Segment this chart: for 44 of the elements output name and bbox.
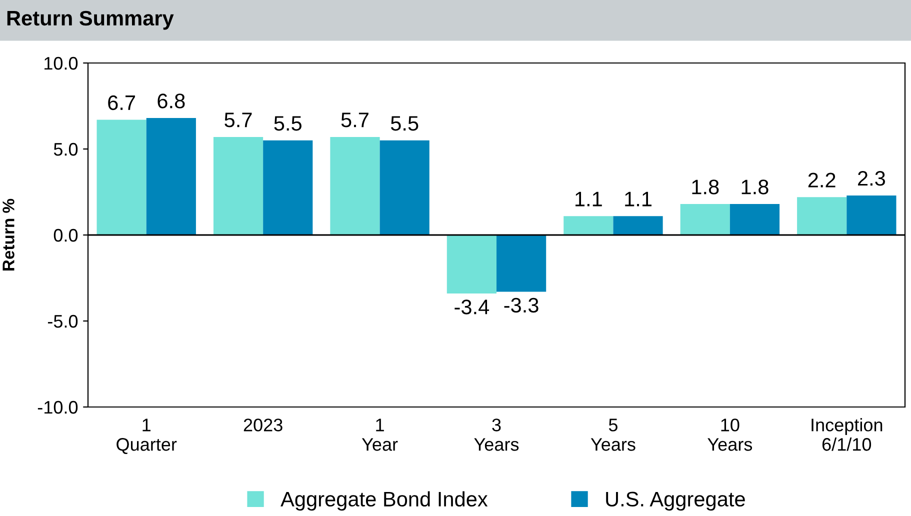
bar <box>496 235 546 292</box>
data-label: -3.3 <box>504 298 538 313</box>
y-tick-label: 5.0 <box>54 142 78 156</box>
data-label: 1.8 <box>692 180 719 194</box>
x-tick-label: 3 Years <box>474 418 519 451</box>
data-label: 6.8 <box>158 94 185 108</box>
data-label: 2.2 <box>808 172 836 188</box>
y-tick-label: 10.0 <box>44 56 78 70</box>
data-label: 5.7 <box>341 112 368 128</box>
x-tick-label: Inception 6/1/10 <box>812 418 882 451</box>
chart-title: Return Summary <box>7 10 174 30</box>
x-tick-label: 1 Quarter <box>116 418 177 454</box>
bar <box>380 140 430 235</box>
legend-label: U.S. Aggregate <box>606 492 745 511</box>
data-label: 5.5 <box>274 116 302 131</box>
x-tick-label: 5 Years <box>590 418 636 451</box>
y-tick-label: -5.0 <box>48 314 78 328</box>
bar <box>730 204 780 235</box>
x-tick-label: 10 Years <box>708 418 752 451</box>
legend-label: Aggregate Bond Index <box>280 491 488 511</box>
data-label: 5.5 <box>390 116 418 131</box>
bar <box>797 197 847 235</box>
data-label: 1.1 <box>625 192 652 206</box>
x-tick-label: 1 Year <box>362 418 398 451</box>
data-label: 6.7 <box>108 95 135 110</box>
bar <box>680 204 730 235</box>
data-label: -3.4 <box>454 300 490 314</box>
data-label: 2.3 <box>858 171 886 186</box>
data-label: 5.7 <box>224 112 252 128</box>
bar <box>263 140 313 235</box>
bar <box>146 118 196 235</box>
bar <box>613 216 663 235</box>
bar <box>446 235 496 294</box>
bar <box>846 195 896 235</box>
data-label: 1.1 <box>576 192 602 206</box>
data-label: 1.8 <box>742 180 768 194</box>
bar <box>330 136 380 235</box>
bar <box>213 136 264 235</box>
x-tick-label: 2023 <box>244 418 282 432</box>
y-axis-title: Return % <box>2 198 14 270</box>
y-tick-label: 0.0 <box>54 228 78 242</box>
bar <box>564 216 614 235</box>
bar <box>96 120 146 235</box>
y-tick-label: -10.0 <box>38 400 78 414</box>
